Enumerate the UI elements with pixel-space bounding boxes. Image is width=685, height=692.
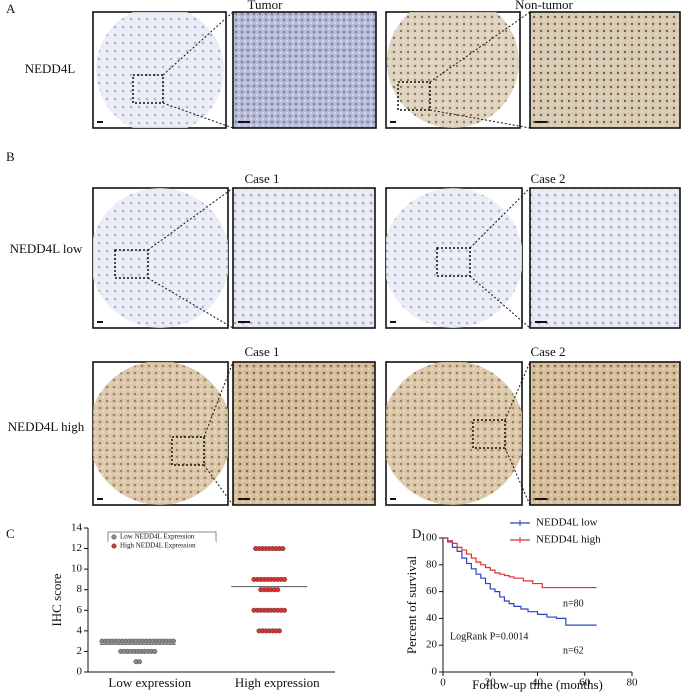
- panel-label: C: [6, 526, 15, 541]
- data-point: [280, 546, 286, 552]
- tissue-core: [93, 362, 228, 505]
- column-title: Case 1: [244, 344, 279, 359]
- column-title: Tumor: [248, 0, 284, 12]
- zoom-connector: [162, 102, 234, 129]
- zoom-image: [232, 11, 377, 129]
- legend-label: NEDD4L high: [536, 534, 601, 546]
- y-tick-label: 10: [71, 563, 83, 575]
- row-title: NEDD4L: [25, 61, 76, 76]
- zoom-image: [529, 361, 681, 506]
- tissue-core: [93, 188, 228, 328]
- column-title: Case 1: [244, 171, 279, 186]
- zoom-image: [529, 187, 681, 329]
- zoom-connector: [203, 464, 234, 506]
- data-point: [276, 628, 282, 634]
- data-point: [152, 648, 158, 654]
- tissue-core: [386, 362, 522, 505]
- annotation: LogRank P=0.0014: [450, 631, 528, 642]
- x-axis-label: Follow-up time (months): [472, 677, 603, 692]
- zoom-region: [397, 81, 431, 111]
- data-point: [275, 587, 281, 593]
- zoom-connector: [469, 275, 531, 329]
- y-tick-label: 14: [71, 522, 83, 534]
- x-tick-label: High expression: [235, 675, 320, 690]
- y-axis-label: IHC score: [49, 573, 64, 626]
- x-tick-label: 80: [627, 677, 639, 689]
- data-point: [136, 659, 142, 665]
- column-title: Case 2: [530, 171, 565, 186]
- survival-curve: [443, 537, 597, 626]
- zoom-image: [232, 187, 376, 329]
- annotation: n=62: [563, 645, 584, 656]
- zoom-connector: [504, 361, 531, 421]
- zoom-region: [436, 247, 471, 277]
- column-title: Non-tumor: [515, 0, 573, 12]
- x-tick-label: 40: [532, 677, 544, 689]
- zoom-connector: [147, 277, 234, 329]
- zoom-connector: [203, 361, 234, 438]
- survival-curve: [443, 537, 597, 589]
- y-tick-label: 8: [77, 583, 83, 595]
- legend-label: High NEDD4L Expression: [120, 542, 196, 550]
- y-axis-label: Percent of survival: [404, 556, 419, 655]
- micrographs: [92, 11, 681, 506]
- legend-label: Low NEDD4L Expression: [120, 533, 195, 541]
- zoom-connector: [429, 109, 531, 129]
- charts: 0 2 4 6 8 10 12 14 IHC score Low expression High e…: [49, 517, 638, 692]
- y-tick-label: 6: [77, 604, 83, 616]
- tissue-core: [96, 12, 224, 128]
- zoom-image: [232, 361, 376, 506]
- tissue-core: [386, 188, 522, 328]
- legend-label: NEDD4L low: [536, 517, 598, 529]
- y-tick-label: 4: [77, 624, 83, 636]
- zoom-connector: [147, 187, 234, 251]
- y-tick-label: 40: [426, 612, 438, 624]
- y-tick-label: 60: [426, 585, 438, 597]
- panel-label: B: [6, 149, 15, 164]
- y-tick-label: 0: [77, 666, 83, 678]
- legend-marker: [111, 534, 117, 540]
- y-tick-label: 100: [421, 532, 438, 544]
- y-tick-label: 0: [432, 666, 438, 678]
- data-point: [282, 607, 288, 613]
- zoom-region: [132, 74, 164, 104]
- x-tick-label: Low expression: [108, 675, 191, 690]
- panel-label: A: [6, 1, 16, 16]
- panel-label: D: [412, 526, 421, 541]
- zoom-region: [114, 249, 149, 279]
- row-title: NEDD4L high: [8, 419, 85, 434]
- zoom-connector: [429, 11, 531, 83]
- y-tick-label: 2: [77, 645, 83, 657]
- zoom-region: [472, 419, 506, 449]
- x-tick-label: 60: [579, 677, 591, 689]
- y-tick-label: 20: [426, 639, 438, 651]
- y-tick-label: 12: [71, 542, 82, 554]
- row-title: NEDD4L low: [10, 241, 83, 256]
- y-tick-label: 80: [426, 558, 438, 570]
- x-tick-label: 20: [485, 677, 497, 689]
- zoom-region: [171, 436, 205, 466]
- x-tick-label: 0: [440, 677, 446, 689]
- column-title: Case 2: [530, 344, 565, 359]
- data-point: [282, 576, 288, 582]
- data-point: [170, 638, 176, 644]
- legend-marker: [111, 543, 117, 549]
- zoom-image: [529, 11, 681, 129]
- legend-box: [108, 541, 216, 551]
- tissue-core: [387, 12, 519, 128]
- annotation: n=80: [563, 598, 584, 609]
